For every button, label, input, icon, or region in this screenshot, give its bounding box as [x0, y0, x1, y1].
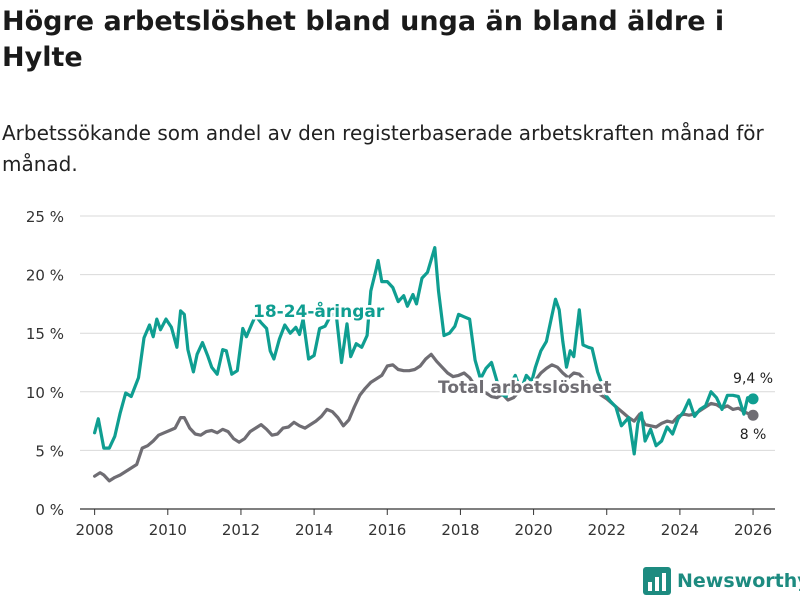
series — [93, 246, 759, 483]
y-tick-label: 5 % — [35, 442, 64, 460]
total-end-dot — [747, 409, 759, 421]
x-tick-label: 2016 — [368, 521, 406, 539]
x-tick-label: 2012 — [222, 521, 260, 539]
x-tick-label: 2018 — [441, 521, 479, 539]
youth-series-line — [93, 246, 755, 456]
x-tick-label: 2008 — [76, 521, 114, 539]
y-tick-label: 20 % — [26, 267, 64, 285]
grid-lines — [80, 215, 775, 451]
series-labels: 18-24-åringar Total arbetslöshet 9,4 % 8 % — [251, 298, 776, 446]
brand-logo[interactable]: Newsworthy — [643, 566, 800, 596]
brand-name: Newsworthy — [677, 570, 800, 592]
bar-chart-logo-icon — [643, 567, 671, 595]
youth-end-dot — [747, 393, 759, 405]
y-tick-label: 25 % — [26, 208, 64, 226]
total-end-value-label: 8 % — [740, 427, 767, 443]
x-tick-label: 2020 — [514, 521, 552, 539]
y-tick-label: 15 % — [26, 325, 64, 343]
axes: 0 % 5 % 10 % 15 % 20 % 25 % 2008 2010 2012 2014 20… — [26, 208, 775, 539]
youth-end-value-label: 9,4 % — [733, 371, 773, 387]
page-subtitle: Arbetssökande som andel av den registerb… — [2, 121, 764, 176]
x-tick-label: 2014 — [295, 521, 333, 539]
youth-series-label: 18-24-åringar — [253, 300, 385, 322]
page-title: Högre arbetslöshet bland unga än bland ä… — [2, 6, 725, 73]
y-tick-label: 0 % — [35, 501, 64, 519]
x-tick-label: 2010 — [149, 521, 187, 539]
y-tick-label: 10 % — [26, 384, 64, 402]
x-tick-label: 2024 — [661, 521, 699, 539]
x-tick-label: 2026 — [734, 521, 772, 539]
total-series-label: Total arbetslöshet — [438, 378, 612, 398]
x-tick-label: 2022 — [588, 521, 626, 539]
